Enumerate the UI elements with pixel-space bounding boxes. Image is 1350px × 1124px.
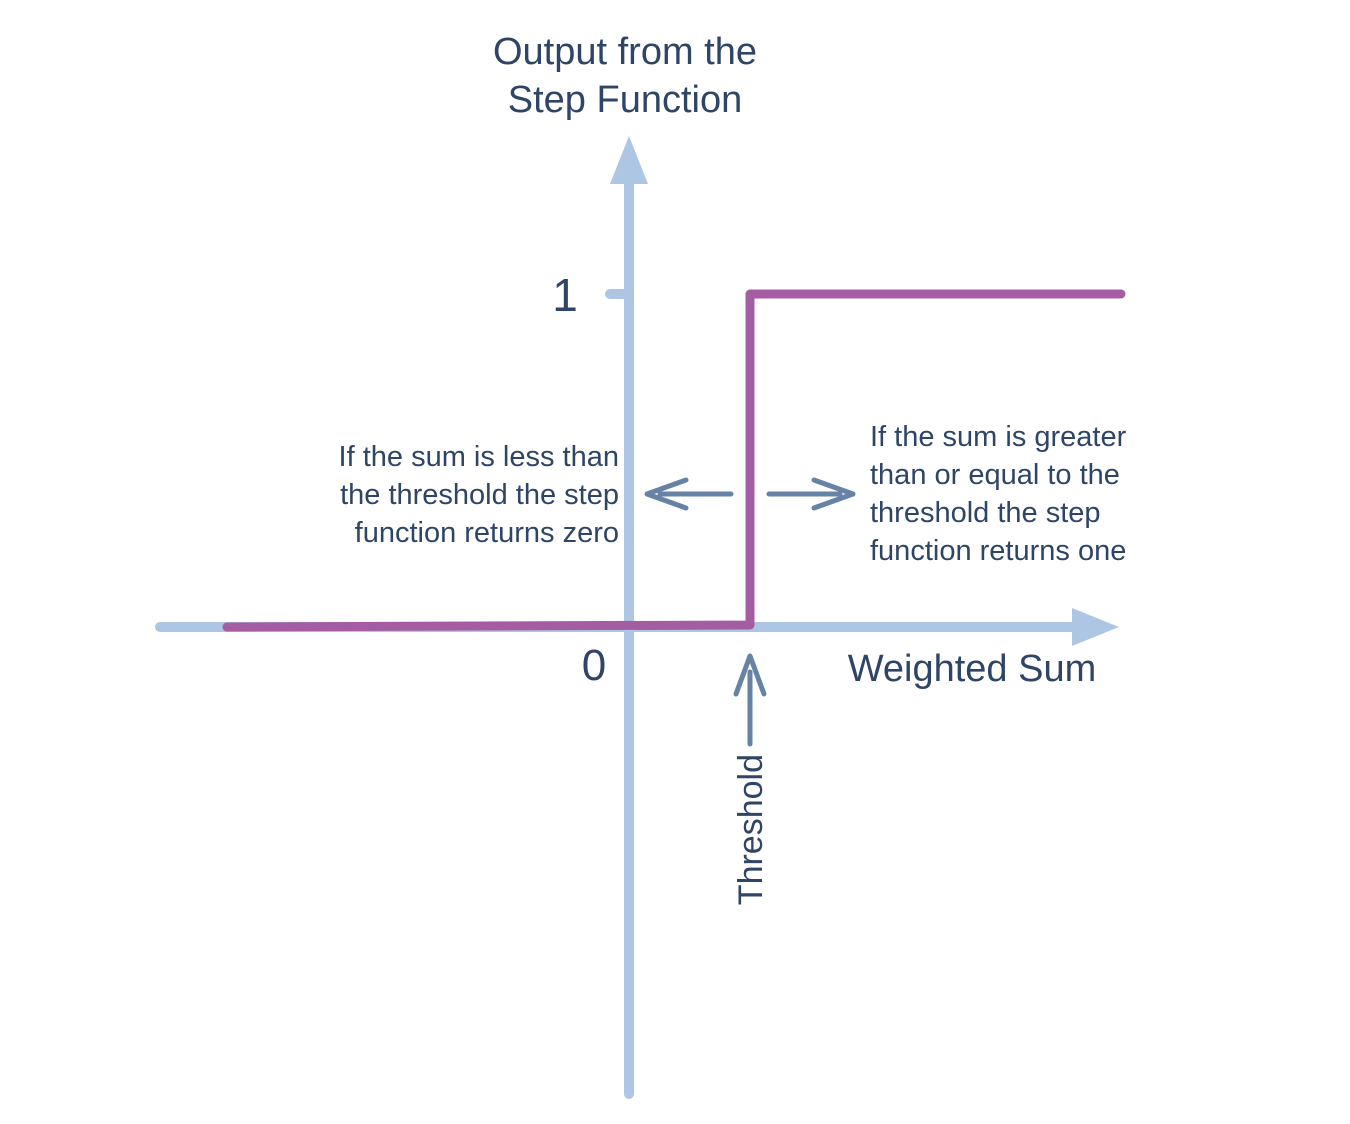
step-function-line [222,289,1126,632]
right-arrow-head [811,477,856,511]
x-axis-title: Weighted Sum [848,648,1097,690]
y-axis-arrowhead [610,136,648,184]
right-annotation-line3: threshold the step [870,497,1101,529]
y-tick-label-one: 1 [552,269,578,321]
left-arrow-head [644,477,689,511]
y-axis-title-line1: Output from the [493,31,757,73]
right-annotation-line4: function returns one [870,535,1126,567]
left-annotation-line3: function returns zero [355,517,619,549]
left-annotation-line1: If the sum is less than [339,441,619,473]
right-annotation-line2: than or equal to the [870,459,1120,491]
y-axis-title-line2: Step Function [508,79,742,121]
left-annotation-line2: the threshold the step [340,479,619,511]
y-tick-label-zero: 0 [582,641,606,690]
x-axis-arrowhead [1072,608,1119,646]
right-annotation-line1: If the sum is greater [870,421,1127,453]
threshold-arrow-head [733,653,767,697]
threshold-label: Threshold [732,754,770,905]
